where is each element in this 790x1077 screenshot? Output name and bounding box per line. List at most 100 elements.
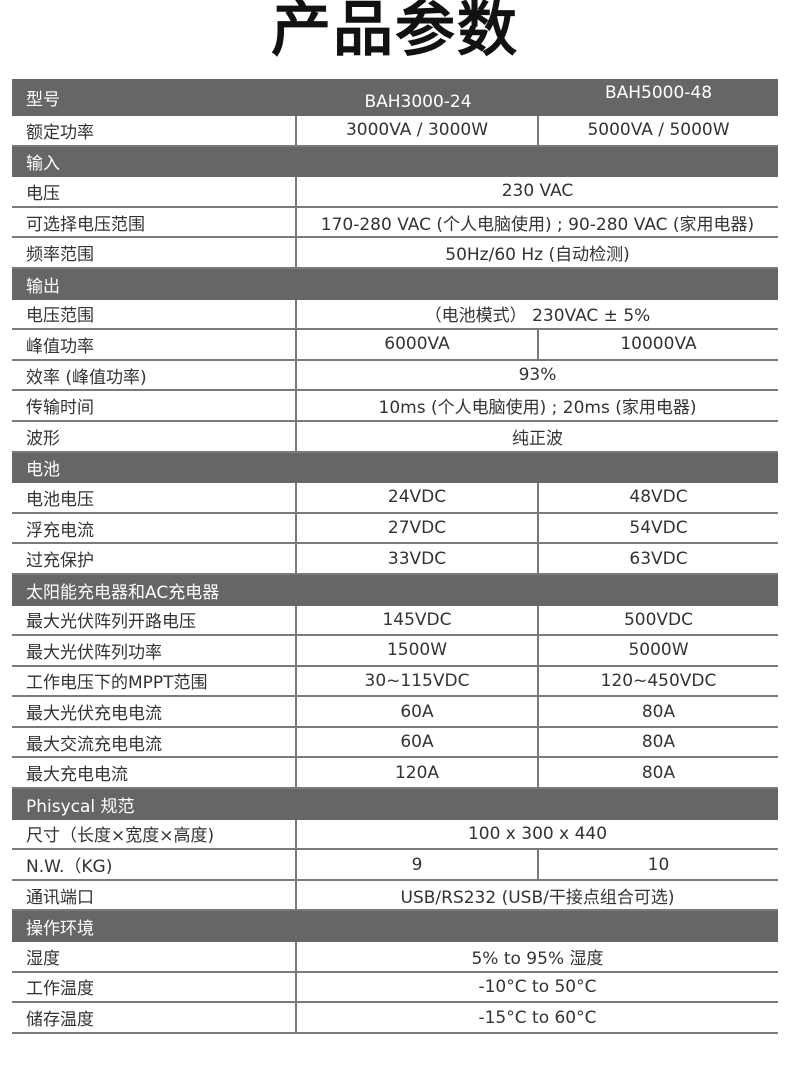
- row-value-model-1: 24VDC: [297, 483, 539, 512]
- row-label: 可选择电压范围: [12, 207, 297, 237]
- table-row: 传输时间 10ms (个人电脑使用) ; 20ms (家用电器): [12, 391, 778, 422]
- row-label: 尺寸（长度×宽度×高度): [12, 819, 297, 849]
- row-value-model-2: 500VDC: [623, 609, 694, 630]
- row-value-model-2: 80A: [641, 762, 676, 783]
- table-row: 最大充电电流 120A 80A: [12, 758, 778, 790]
- row-value: 100 x 300 x 440: [467, 823, 608, 844]
- table-row: 电池电压 24VDC 48VDC: [12, 483, 778, 514]
- row-value: 纯正波: [512, 428, 563, 449]
- row-label: 额定功率: [12, 116, 297, 145]
- row-label: 电压: [12, 177, 297, 206]
- table-row: 额定功率 3000VA / 3000W 5000VA / 5000W: [12, 116, 778, 147]
- section-header: 操作环境: [12, 911, 778, 943]
- table-row: 最大光伏充电电流 60A 80A: [12, 697, 778, 728]
- row-value: 50Hz/60 Hz (自动检测): [445, 245, 630, 266]
- table-row: 储存温度 -15°C to 60°C: [12, 1003, 778, 1034]
- row-label: 通讯端口: [12, 880, 297, 910]
- row-label: 频率范围: [12, 238, 297, 267]
- row-value: 230 VAC: [501, 181, 574, 202]
- row-label: 最大光伏充电电流: [12, 697, 297, 726]
- row-label: 浮充电流: [12, 513, 297, 543]
- table-row: 湿度 5% to 95% 湿度: [12, 942, 778, 973]
- section-title: 太阳能充电器和AC充电器: [26, 582, 220, 603]
- table-row: 最大光伏阵列功率 1500W 5000W: [12, 636, 778, 667]
- row-value-model-1: 3000VA / 3000W: [297, 116, 539, 145]
- section-title: 输出: [26, 276, 60, 297]
- table-row: 峰值功率 6000VA 10000VA: [12, 330, 778, 361]
- table-row: 效率 (峰值功率) 93%: [12, 360, 778, 392]
- row-label: 电压范围: [12, 299, 297, 329]
- model-label: 型号: [26, 90, 60, 110]
- table-row: 尺寸（长度×宽度×高度) 100 x 300 x 440: [12, 819, 778, 851]
- table-row: 工作温度 -10°C to 50°C: [12, 972, 778, 1004]
- table-row: 最大交流充电电流 60A 80A: [12, 727, 778, 759]
- row-value: -15°C to 60°C: [478, 1007, 597, 1028]
- row-label: 最大交流充电电流: [12, 727, 297, 757]
- row-value: USB/RS232 (USB/干接点组合可选): [400, 887, 675, 908]
- row-label: N.W.（KG): [12, 850, 297, 879]
- row-label: 波形: [12, 421, 297, 451]
- section-title: 电池: [26, 460, 60, 481]
- row-value: -10°C to 50°C: [478, 976, 597, 997]
- row-value-model-1: 120A: [297, 758, 539, 788]
- row-value-model-1: 60A: [297, 697, 539, 726]
- row-value-model-1: 33VDC: [297, 544, 539, 573]
- table-row: N.W.（KG) 9 10: [12, 850, 778, 881]
- section-title: 操作环境: [26, 919, 94, 940]
- row-value: （电池模式） 230VAC ± 5%: [424, 306, 651, 327]
- row-label: 效率 (峰值功率): [12, 360, 297, 390]
- table-row: 波形 纯正波: [12, 421, 778, 453]
- row-value-model-2: 80A: [641, 732, 676, 753]
- table-body: 额定功率 3000VA / 3000W 5000VA / 5000W 输入 电压 230 …: [12, 116, 778, 1034]
- row-value: 5% to 95% 湿度: [471, 948, 604, 969]
- row-label: 湿度: [12, 942, 297, 971]
- row-label: 储存温度: [12, 1003, 297, 1032]
- table-row: 电压范围 （电池模式） 230VAC ± 5%: [12, 299, 778, 331]
- row-value-model-2: 80A: [641, 701, 676, 722]
- section-header: 太阳能充电器和AC充电器: [12, 574, 778, 606]
- row-label: 过充保护: [12, 544, 297, 573]
- row-value-model-1: 9: [297, 850, 539, 879]
- section-header: 输出: [12, 268, 778, 300]
- row-value-model-2: 10: [647, 854, 670, 875]
- row-value-model-2: 5000W: [628, 640, 689, 661]
- table-header: 型号 BAH3000-24 BAH5000-48: [12, 79, 778, 116]
- table-row: 过充保护 33VDC 63VDC: [12, 544, 778, 575]
- row-value-model-2: 10000VA: [620, 334, 697, 355]
- row-label: 峰值功率: [12, 330, 297, 359]
- row-label: 最大光伏阵列功率: [12, 636, 297, 665]
- row-value: 93%: [518, 365, 557, 386]
- model-1: BAH3000-24: [364, 92, 472, 112]
- page-title: 产品参数: [271, 0, 519, 65]
- row-value-model-1: 60A: [297, 727, 539, 757]
- table-row: 工作电压下的MPPT范围 30~115VDC 120~450VDC: [12, 666, 778, 698]
- table-row: 最大光伏阵列开路电压 145VDC 500VDC: [12, 605, 778, 637]
- table-row: 可选择电压范围 170-280 VAC (个人电脑使用) ; 90-280 VAC…: [12, 207, 778, 239]
- section-title: Phisycal 规范: [26, 796, 135, 817]
- row-value: 170-280 VAC (个人电脑使用) ; 90-280 VAC (家用电器): [320, 214, 755, 235]
- row-value-model-2: 5000VA / 5000W: [587, 120, 730, 141]
- row-label: 传输时间: [12, 391, 297, 420]
- row-value-model-2: 54VDC: [629, 518, 688, 539]
- row-label: 电池电压: [12, 483, 297, 512]
- row-label: 最大光伏阵列开路电压: [12, 605, 297, 635]
- row-label: 工作温度: [12, 972, 297, 1002]
- model-2: BAH5000-48: [604, 83, 713, 103]
- row-value: 10ms (个人电脑使用) ; 20ms (家用电器): [378, 398, 697, 419]
- row-value-model-1: 30~115VDC: [297, 666, 539, 696]
- section-title: 输入: [26, 154, 60, 175]
- row-value-model-1: 1500W: [297, 636, 539, 665]
- table-row: 频率范围 50Hz/60 Hz (自动检测): [12, 238, 778, 269]
- row-value-model-1: 6000VA: [297, 330, 539, 359]
- section-header: Phisycal 规范: [12, 789, 778, 820]
- row-value-model-1: 27VDC: [297, 513, 539, 543]
- row-value-model-2: 120~450VDC: [600, 670, 717, 691]
- row-label: 工作电压下的MPPT范围: [12, 666, 297, 696]
- table-row: 浮充电流 27VDC 54VDC: [12, 513, 778, 545]
- spec-table: 型号 BAH3000-24 BAH5000-48 额定功率 3000VA / 30…: [12, 79, 778, 1034]
- row-label: 最大充电电流: [12, 758, 297, 788]
- table-row: 电压 230 VAC: [12, 177, 778, 208]
- row-value-model-2: 48VDC: [629, 487, 688, 508]
- section-header: 输入: [12, 146, 778, 178]
- row-value-model-1: 145VDC: [297, 605, 539, 635]
